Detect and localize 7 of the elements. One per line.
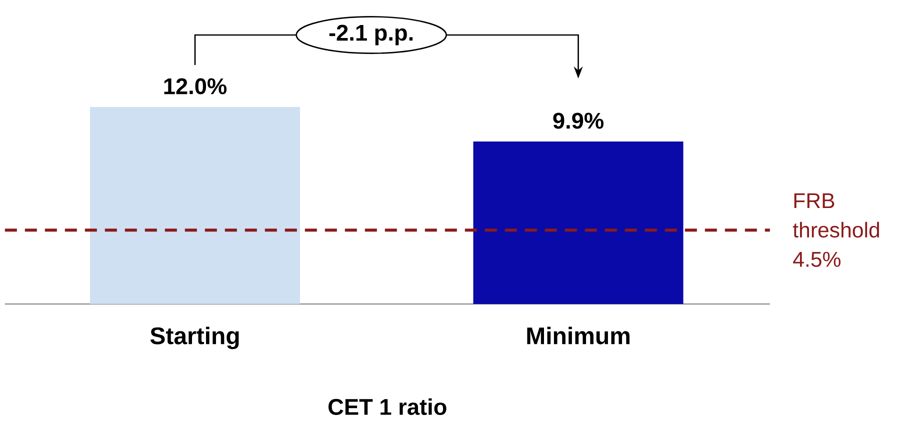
x-tick-label: Starting: [150, 326, 239, 350]
ref-line-label: FRB threshold 4.5%: [792, 193, 879, 267]
data-label: 9.9%: [553, 112, 604, 129]
x-tick-label: Minimum: [527, 326, 630, 344]
data-label: 12.0%: [164, 78, 227, 94]
x-axis-title: CET 1 ratio: [328, 398, 446, 415]
text: -2.1 p.p.: [329, 24, 413, 46]
